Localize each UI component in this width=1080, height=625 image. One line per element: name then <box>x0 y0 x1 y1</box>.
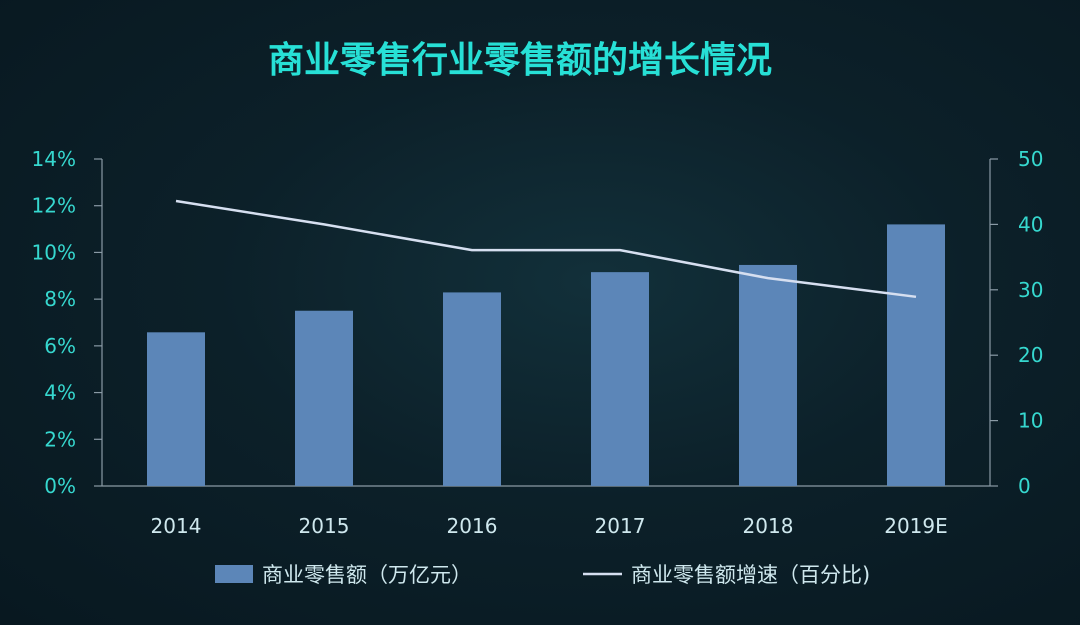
bar <box>443 292 501 486</box>
y-left-tick-label: 12% <box>32 194 76 218</box>
x-tick-label: 2014 <box>151 514 202 538</box>
x-tick-label: 2018 <box>743 514 794 538</box>
bar <box>591 272 649 486</box>
bar <box>147 332 205 486</box>
y-left-tick-label: 0% <box>44 474 76 498</box>
x-axis-labels: 2014 2015 2016 2017 2018 2019E <box>151 514 948 538</box>
y-right-tick-label: 50 <box>1018 147 1043 171</box>
y-right-tick-label: 0 <box>1018 474 1031 498</box>
axes: 0% 2% 4% 6% 8% 10% 12% 14% 0 10 20 30 40 50 <box>32 147 1044 498</box>
y-right-tick-label: 30 <box>1018 278 1043 302</box>
bar <box>295 310 353 486</box>
y-right-tick-label: 40 <box>1018 212 1043 236</box>
y-left-tick-label: 8% <box>44 287 76 311</box>
x-tick-label: 2015 <box>299 514 350 538</box>
x-tick-label: 2017 <box>595 514 646 538</box>
y-right-tick-label: 10 <box>1018 409 1043 433</box>
y-right-tick-label: 20 <box>1018 343 1043 367</box>
y-left-tick-label: 2% <box>44 427 76 451</box>
legend-bar-label: 商业零售额（万亿元） <box>262 563 472 587</box>
x-tick-label: 2016 <box>447 514 498 538</box>
bar <box>887 224 945 486</box>
legend-bar-swatch <box>215 565 253 583</box>
bar <box>739 264 797 486</box>
line-series <box>175 199 917 299</box>
x-tick-label: 2019E <box>884 514 948 538</box>
y-left-tick-label: 4% <box>44 381 76 405</box>
chart-title: 商业零售行业零售额的增长情况 <box>268 40 772 81</box>
y-left-tick-label: 6% <box>44 334 76 358</box>
bar-series <box>147 224 945 486</box>
growth-line <box>175 199 917 299</box>
legend-line-label: 商业零售额增速（百分比) <box>631 563 870 587</box>
y-left-tick-label: 14% <box>32 147 76 171</box>
y-left-tick-label: 10% <box>32 240 76 264</box>
legend: 商业零售额（万亿元） 商业零售额增速（百分比) <box>215 563 870 587</box>
